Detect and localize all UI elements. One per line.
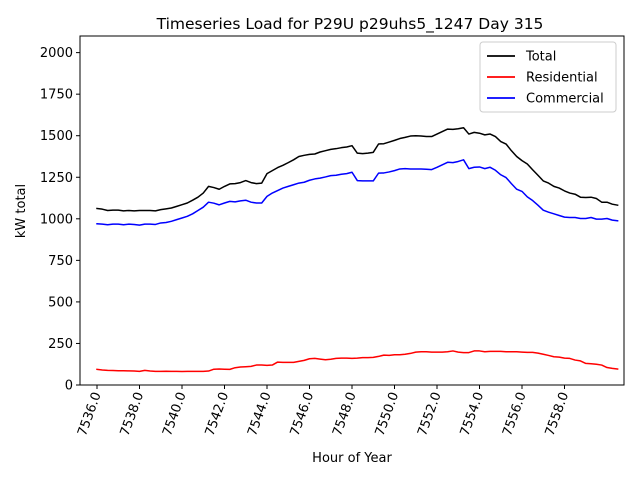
y-tick-label: 500 bbox=[48, 295, 73, 310]
y-axis: 0 250 500 750 1000 1250 1500 1750 2000 bbox=[40, 46, 80, 394]
y-tick-label: 750 bbox=[48, 254, 73, 269]
series-line-commercial bbox=[96, 159, 619, 226]
y-tick-label: 1000 bbox=[40, 212, 73, 227]
y-tick-label: 1750 bbox=[40, 88, 73, 103]
legend: Total Residential Commercial bbox=[479, 41, 617, 113]
y-tick-label: 1250 bbox=[40, 171, 73, 186]
plot-area-frame bbox=[79, 35, 625, 386]
chart-title: Timeseries Load for P29U p29uhs5_1247 Da… bbox=[156, 15, 544, 34]
y-tick-label: 2000 bbox=[40, 46, 73, 61]
legend-label-total: Total bbox=[525, 50, 556, 65]
series-line-total bbox=[96, 126, 619, 212]
y-axis-label: kW total bbox=[14, 184, 29, 238]
legend-label-commercial: Commercial bbox=[526, 92, 604, 107]
series-line-residential bbox=[96, 350, 619, 373]
y-tick-label: 250 bbox=[48, 337, 73, 352]
legend-box bbox=[479, 41, 617, 113]
y-tick-label: 0 bbox=[65, 379, 73, 394]
y-tick-label: 1500 bbox=[40, 129, 73, 144]
x-axis-label: Hour of Year bbox=[312, 451, 392, 466]
legend-label-residential: Residential bbox=[526, 71, 598, 86]
series-lines bbox=[96, 126, 619, 373]
